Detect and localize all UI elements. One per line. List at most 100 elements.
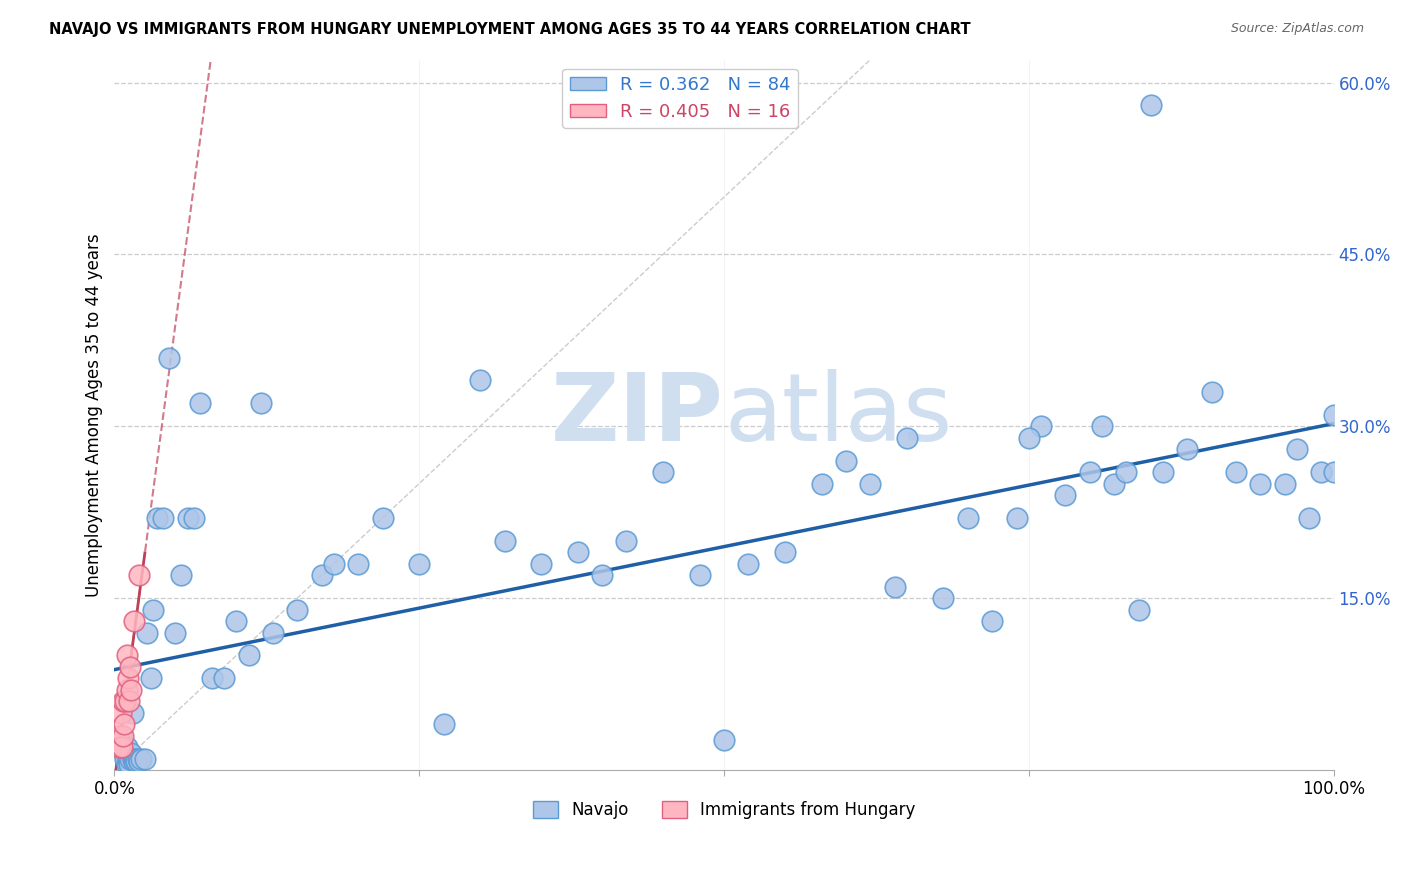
Point [118,694,141,708]
Point [129,751,152,765]
Point [118,746,141,760]
Point [111,740,134,755]
Point [713,733,735,747]
Point [110,706,132,720]
Point [114,694,136,708]
Point [124,751,146,765]
Point [322,557,344,571]
Point [1175,442,1198,457]
Point [188,396,211,410]
Point [1018,431,1040,445]
Point [932,591,955,606]
Point [176,511,198,525]
Point [201,671,224,685]
Point [1286,442,1309,457]
Point [165,625,187,640]
Point [115,740,138,755]
Point [121,706,143,720]
Point [773,545,796,559]
Point [470,373,492,387]
Point [157,351,180,365]
Point [1115,465,1137,479]
Point [262,625,284,640]
Point [121,751,143,765]
Point [981,614,1004,628]
Point [110,729,132,743]
Point [112,746,135,760]
Point [121,746,143,760]
Point [117,671,139,685]
Point [139,671,162,685]
Point [115,648,138,663]
Point [128,568,150,582]
Point [1274,476,1296,491]
Point [1078,465,1101,479]
Point [1029,419,1052,434]
Point [1102,476,1125,491]
Point [183,511,205,525]
Point [371,511,394,525]
Point [225,614,247,628]
Point [883,580,905,594]
Point [1323,408,1346,422]
Point [530,557,553,571]
Text: NAVAJO VS IMMIGRANTS FROM HUNGARY UNEMPLOYMENT AMONG AGES 35 TO 44 YEARS CORRELA: NAVAJO VS IMMIGRANTS FROM HUNGARY UNEMPL… [49,22,970,37]
Point [128,754,150,768]
Point [859,476,882,491]
Point [810,476,832,491]
Point [136,625,159,640]
Point [121,682,143,697]
Point [1128,602,1150,616]
Point [114,751,136,765]
Point [1201,384,1223,399]
Point [122,614,145,628]
Point [896,431,918,445]
Point [737,557,759,571]
Point [567,545,589,559]
Point [1139,98,1161,112]
Point [118,757,141,772]
Point [1225,465,1247,479]
Text: Source: ZipAtlas.com: Source: ZipAtlas.com [1230,22,1364,36]
Point [956,511,979,525]
Point [347,557,370,571]
Point [111,694,134,708]
Point [111,740,134,755]
Point [112,717,135,731]
Point [117,751,139,765]
Point [1298,511,1320,525]
Point [311,568,333,582]
Point [152,511,174,525]
Point [170,568,193,582]
Point [1005,511,1028,525]
Point [1323,465,1346,479]
Point [1152,465,1174,479]
Point [591,568,613,582]
Text: ZIP: ZIP [551,368,724,461]
Point [108,740,131,755]
Point [120,751,142,765]
Point [142,602,165,616]
Point [120,660,142,674]
Point [433,717,456,731]
Point [125,754,148,768]
Point [1310,465,1333,479]
Point [122,754,145,768]
Point [111,729,134,743]
Point [107,729,129,743]
Point [212,671,235,685]
Y-axis label: Unemployment Among Ages 35 to 44 years: Unemployment Among Ages 35 to 44 years [86,233,103,597]
Point [1250,476,1272,491]
Point [1091,419,1114,434]
Text: atlas: atlas [724,368,952,461]
Point [408,557,430,571]
Point [494,533,516,548]
Point [1054,488,1077,502]
Point [616,533,638,548]
Point [835,453,858,467]
Point [238,648,260,663]
Point [134,751,156,765]
Point [146,511,169,525]
Point [285,602,308,616]
Point [249,396,271,410]
